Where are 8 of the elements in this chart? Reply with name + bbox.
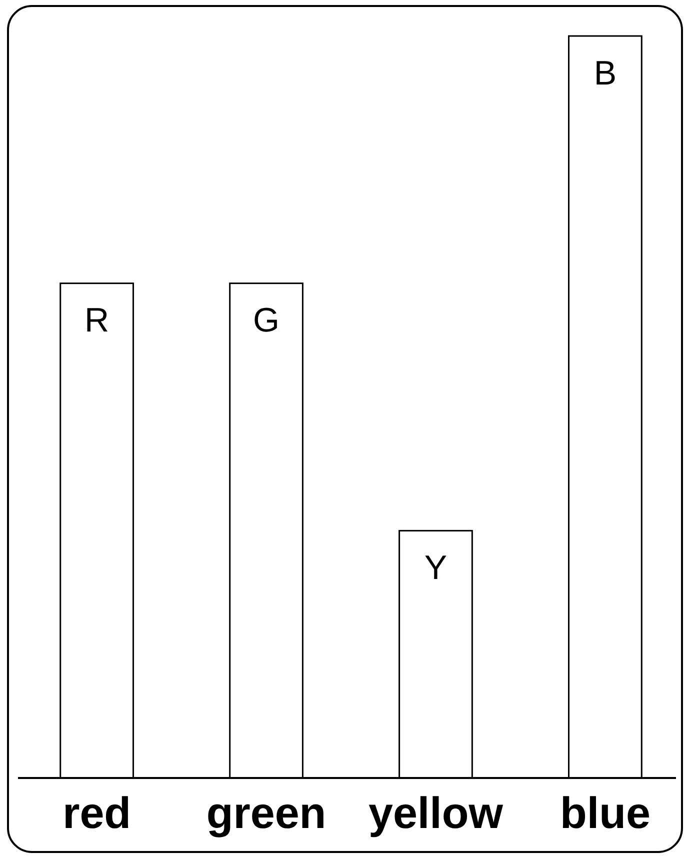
annotation: Y — [424, 549, 448, 588]
x-tick-label: blue — [560, 789, 650, 838]
x-tick-label: yellow — [368, 789, 504, 838]
annotation: R — [84, 302, 110, 340]
x-tick-label: green — [206, 789, 326, 838]
annotation: B — [594, 54, 617, 92]
annotation: G — [253, 302, 280, 340]
x-tick-label: red — [62, 789, 132, 838]
